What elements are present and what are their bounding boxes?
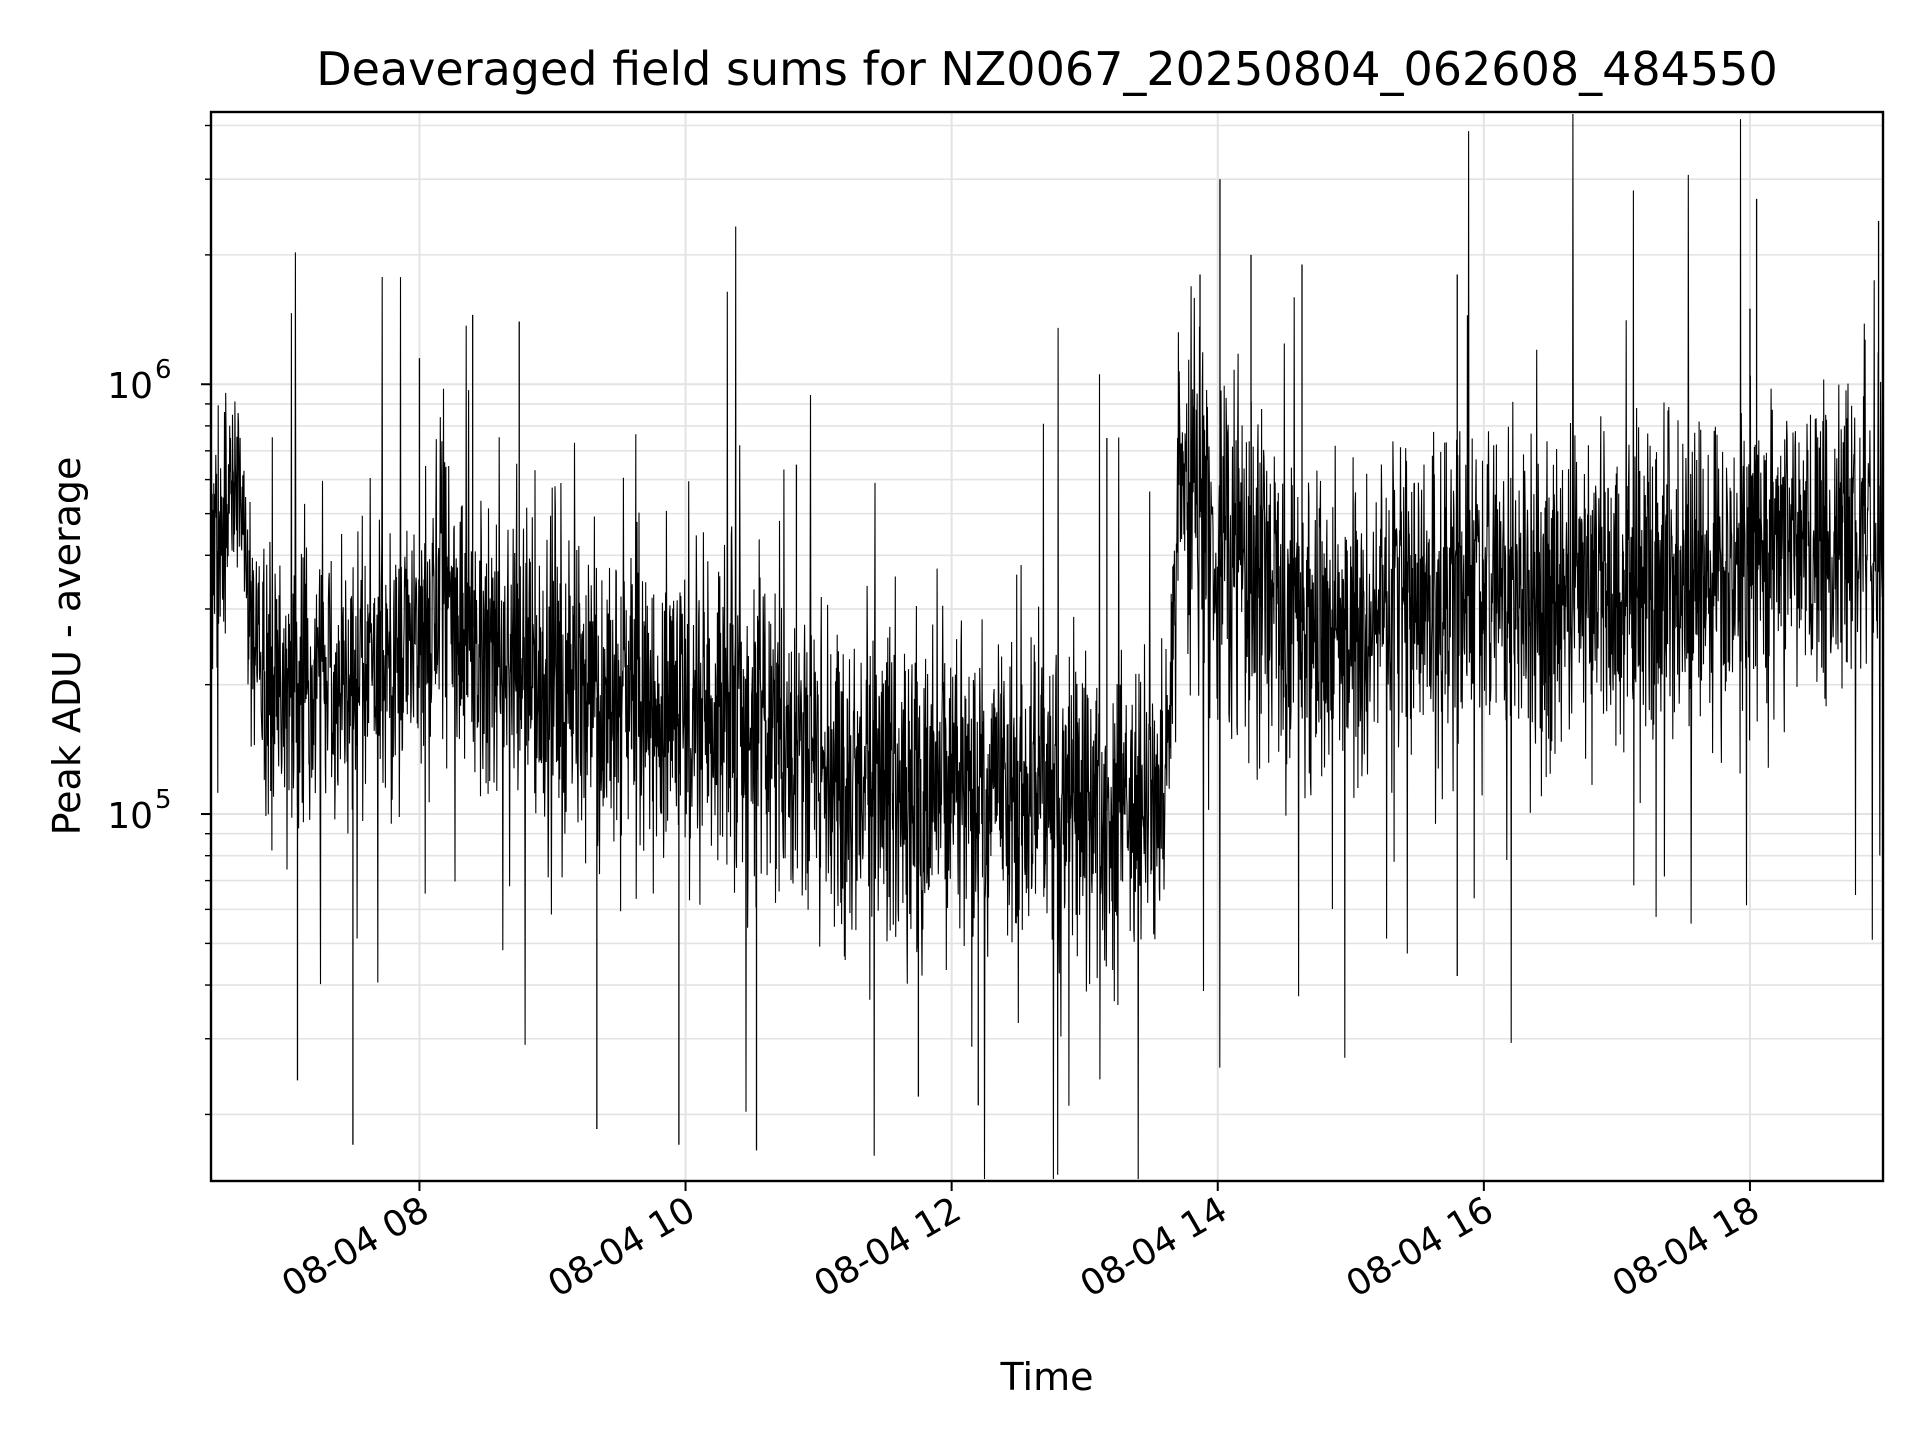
y-axis-label: Peak ADU - average [45, 457, 89, 836]
y-tick-label-exponent: 5 [155, 785, 172, 815]
y-tick-label: 10 [107, 796, 153, 837]
y-tick-label: 10 [107, 366, 153, 407]
x-axis-label: Time [1000, 1355, 1094, 1399]
plot-frame [209, 110, 1885, 1183]
series-line [210, 113, 1884, 1180]
series-line-path [210, 113, 1884, 1180]
y-tick-label-exponent: 6 [155, 355, 172, 385]
chart-title: Deaveraged field sums for NZ0067_2025080… [316, 42, 1777, 96]
